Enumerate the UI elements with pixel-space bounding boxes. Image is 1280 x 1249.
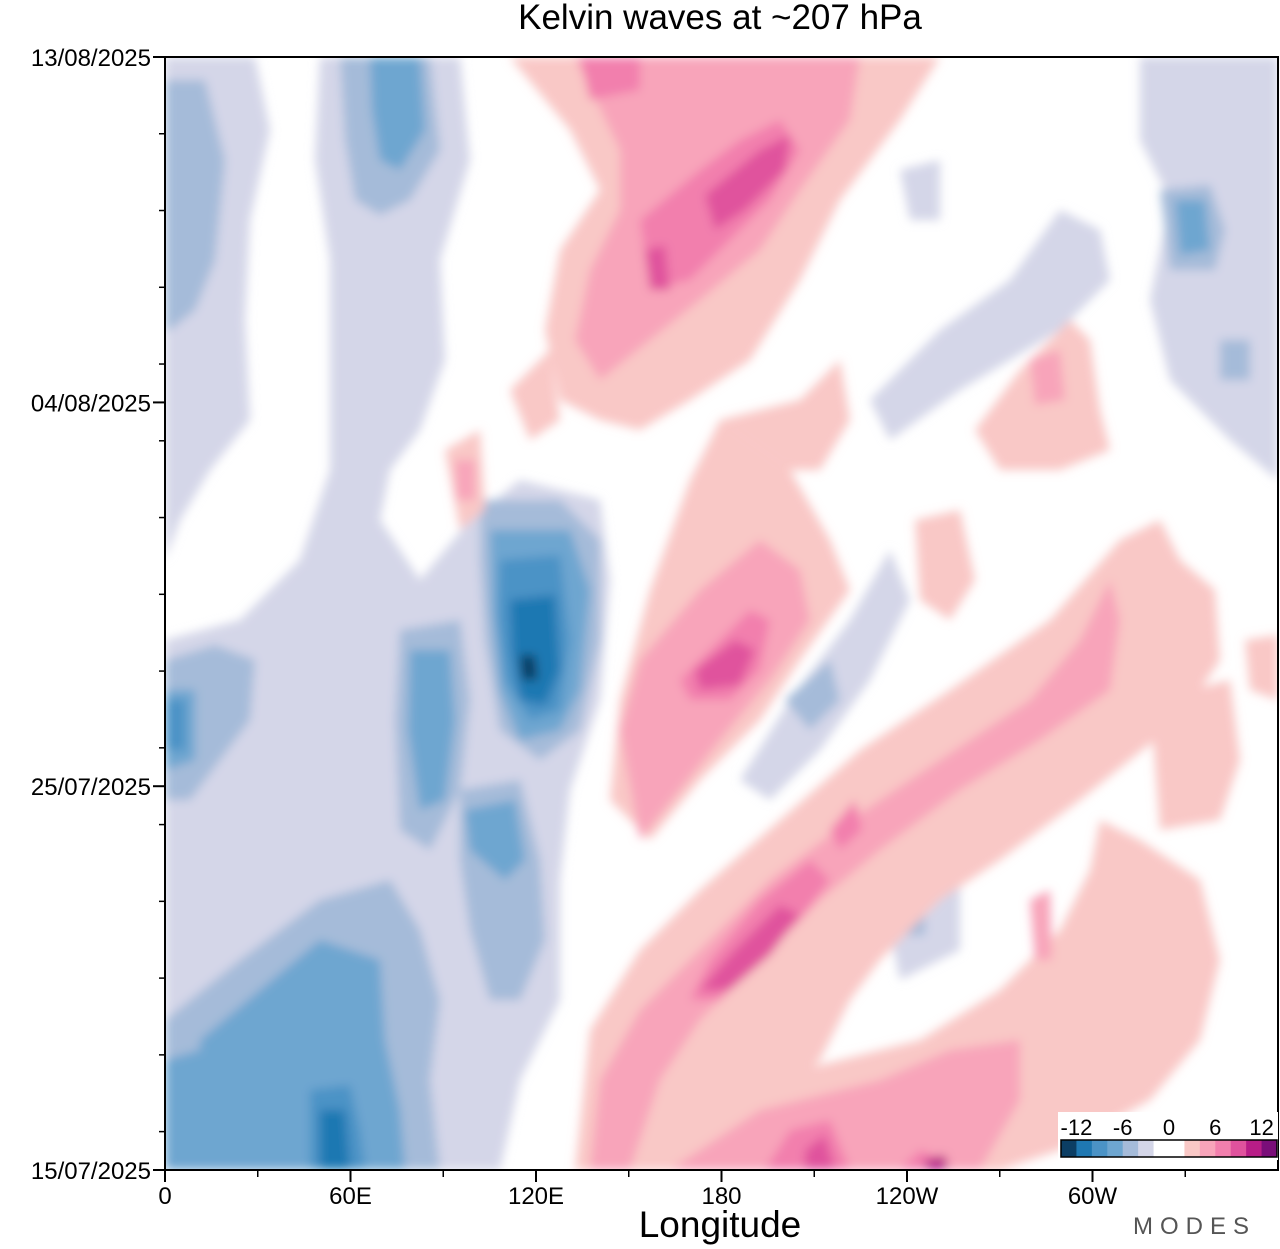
negative-anomaly-field [165,57,1278,1170]
positive-anomaly-field [445,57,1278,1170]
colorbar: -12 -6 0 6 12 [1058,1112,1278,1160]
colorbar-swatch [1215,1140,1232,1157]
y-tick-label: 15/07/2025 [31,1158,151,1185]
colorbar-swatch [1261,1140,1278,1157]
plot-area [164,56,1279,1171]
x-tick-label: 60W [1068,1183,1118,1210]
x-tick-label: 180 [701,1183,741,1210]
colorbar-swatch [1061,1140,1077,1157]
x-axis: 0 60E 120E 180 120W 60W [158,1170,1186,1210]
y-tick-label: 13/08/2025 [31,45,151,72]
y-tick-label: 25/07/2025 [31,774,151,801]
colorbar-swatch [1153,1140,1170,1157]
colorbar-swatch [1246,1140,1263,1157]
colorbar-swatch [1122,1140,1139,1157]
colorbar-swatch [1107,1140,1124,1157]
colorbar-swatch [1091,1140,1108,1157]
colorbar-swatch [1076,1140,1093,1157]
colorbar-label: 6 [1209,1115,1221,1140]
colorbar-swatch [1184,1140,1201,1157]
colorbar-frame [1060,1139,1278,1158]
colorbar-label: -12 [1061,1115,1093,1140]
x-tick-label: 0 [158,1183,171,1210]
colorbar-swatch [1199,1140,1216,1157]
y-tick-label: 04/08/2025 [31,390,151,417]
y-axis: 15/07/2025 25/07/2025 04/08/2025 13/08/2025 [31,45,165,1185]
colorbar-label: 0 [1163,1115,1175,1140]
modes-watermark: MODES [1133,1213,1256,1240]
x-tick-label: 60E [329,1183,372,1210]
colorbar-swatch [1230,1140,1247,1157]
x-tick-label: 120E [508,1183,564,1210]
colorbar-label: -6 [1113,1115,1133,1140]
x-tick-label: 120W [876,1183,939,1210]
colorbar-label: 12 [1249,1115,1273,1140]
x-axis-label: Longitude [639,1204,802,1245]
colorbar-swatch [1138,1140,1155,1157]
chart-title: Kelvin waves at ~207 hPa [518,0,922,37]
colorbar-swatch [1169,1140,1185,1157]
